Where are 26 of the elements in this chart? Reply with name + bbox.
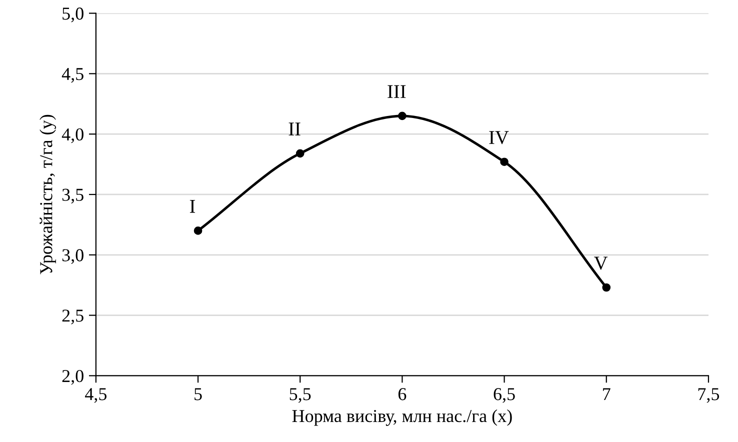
point <box>296 149 304 158</box>
x-tick-label: 4,5 <box>85 388 107 403</box>
point <box>602 283 611 292</box>
y-tick-label: 5,0 <box>62 8 84 22</box>
annotation: V <box>594 256 608 270</box>
x-tick-label: 5,5 <box>290 388 311 403</box>
x-tick-label: 7,5 <box>698 388 720 403</box>
x-tick-label: 6,5 <box>494 388 515 403</box>
x-tick-label: 7 <box>603 388 610 400</box>
y-tick-label: 3,5 <box>62 188 84 204</box>
x-tick-label: 6 <box>398 388 406 400</box>
y-tick-label: 2,0 <box>62 370 84 385</box>
annotation: III <box>388 85 406 98</box>
y-tick-label: 2,5 <box>62 310 84 324</box>
y-tick-label: 4,5 <box>62 68 84 83</box>
annotation: I <box>190 200 196 213</box>
point <box>194 226 202 235</box>
y-axis-title: Урожайність, т/га (y) <box>40 114 56 274</box>
point <box>500 158 508 166</box>
x-tick-label: 5 <box>194 388 202 400</box>
annotation: IV <box>489 131 509 144</box>
annotation: II <box>288 122 300 136</box>
point <box>398 112 406 120</box>
y-tick-label: 4,0 <box>62 128 84 144</box>
y-tick-label: 3,0 <box>62 249 84 264</box>
x-axis-title: Норма висіву, млн нас./га (x) <box>292 409 512 426</box>
